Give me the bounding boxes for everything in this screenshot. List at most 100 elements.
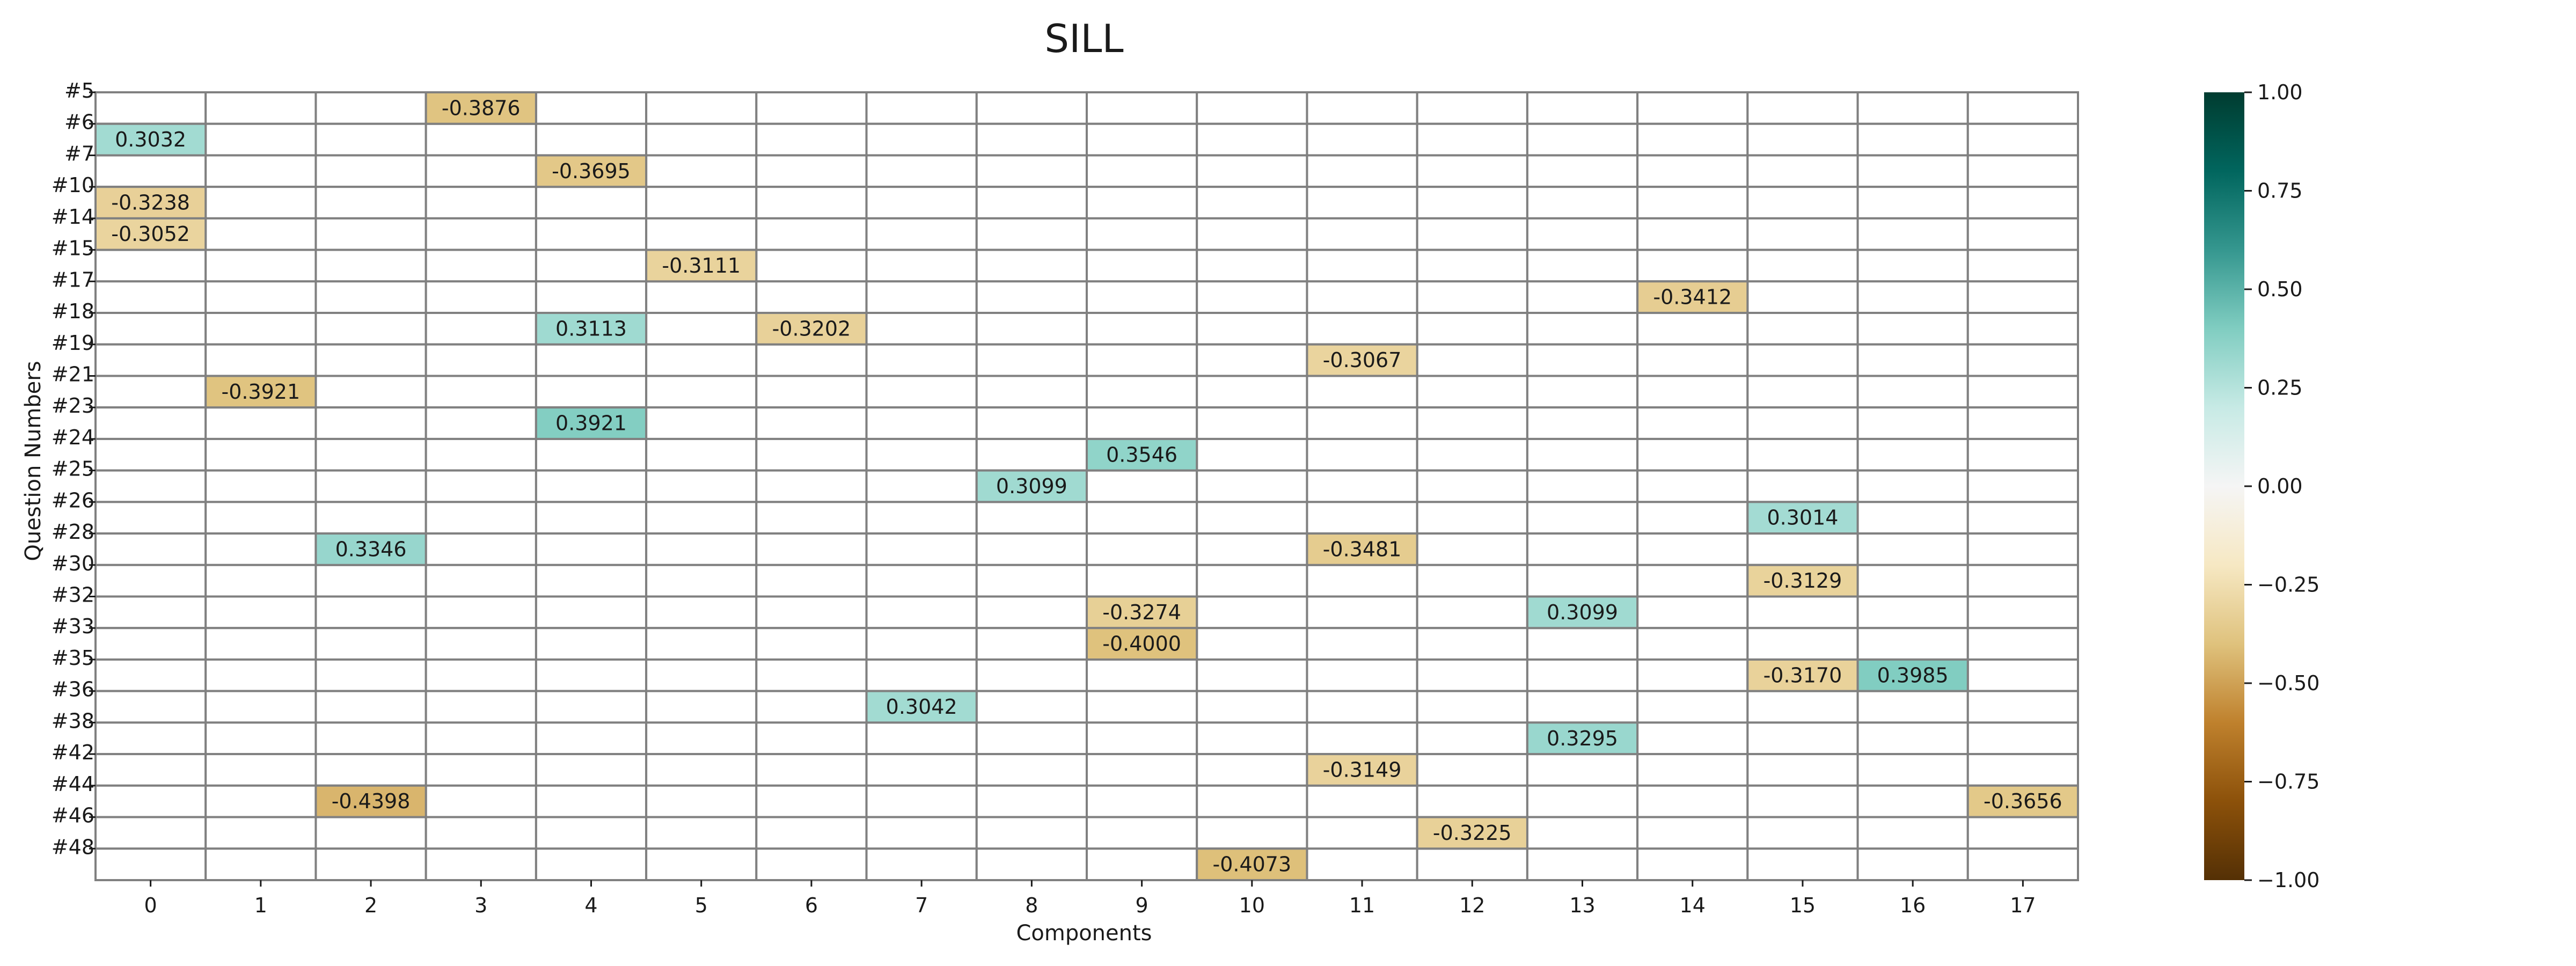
grid-cell bbox=[1306, 721, 1418, 756]
grid-cell bbox=[1416, 186, 1528, 219]
grid-cell bbox=[94, 154, 207, 188]
grid-cell bbox=[1746, 280, 1859, 314]
cell-value-label: -0.4398 bbox=[332, 789, 411, 813]
grid-cell bbox=[645, 595, 758, 630]
y-tick-label: #7 bbox=[64, 142, 94, 165]
grid-cell bbox=[314, 627, 427, 661]
grid-cell bbox=[535, 721, 648, 756]
grid-cell bbox=[1306, 501, 1418, 535]
heatmap-cell bbox=[1526, 721, 1639, 756]
grid-cell bbox=[1856, 343, 1969, 377]
grid-cell bbox=[1416, 437, 1528, 472]
grid-cell bbox=[1306, 248, 1418, 283]
grid-cell bbox=[865, 501, 978, 535]
grid-cell bbox=[1306, 816, 1418, 850]
grid-cell bbox=[535, 784, 648, 818]
grid-cell bbox=[1856, 595, 1969, 630]
grid-cell bbox=[865, 847, 978, 882]
colorbar-tick-label: 0.25 bbox=[2257, 376, 2303, 400]
grid-cell bbox=[645, 217, 758, 251]
grid-cell bbox=[1856, 784, 1969, 818]
grid-cell bbox=[535, 595, 648, 630]
grid-cell bbox=[204, 564, 317, 598]
grid-cell bbox=[1966, 721, 2080, 756]
grid-cell bbox=[1526, 217, 1639, 251]
cell-value-label: 0.3113 bbox=[555, 317, 627, 340]
heatmap-grid bbox=[94, 91, 2080, 882]
grid-cell bbox=[1746, 375, 1859, 409]
colorbar-tick-label: 1.00 bbox=[2257, 80, 2303, 104]
grid-cell bbox=[1966, 658, 2080, 692]
grid-cell bbox=[1746, 343, 1859, 377]
x-tick-label: 4 bbox=[584, 894, 597, 917]
grid-cell bbox=[204, 816, 317, 850]
x-tick-label: 16 bbox=[1900, 894, 1926, 917]
grid-cell bbox=[1856, 847, 1969, 882]
grid-cell bbox=[1746, 186, 1859, 219]
grid-cell bbox=[1306, 627, 1418, 661]
grid-cell bbox=[865, 186, 978, 219]
y-tick-label: #32 bbox=[52, 583, 94, 607]
grid-cell bbox=[975, 595, 1088, 630]
grid-cell bbox=[425, 375, 537, 409]
grid-cell bbox=[1746, 816, 1859, 850]
grid-cell bbox=[975, 217, 1088, 251]
cell-value-label: -0.3412 bbox=[1653, 286, 1732, 309]
x-tick-label: 7 bbox=[915, 894, 928, 917]
grid-cell bbox=[425, 343, 537, 377]
grid-cell bbox=[94, 627, 207, 661]
grid-cell bbox=[1086, 312, 1198, 346]
grid-cell bbox=[535, 532, 648, 566]
colorbar-tick-label: −0.25 bbox=[2257, 573, 2319, 597]
grid-cell bbox=[1086, 501, 1198, 535]
heatmap-cell bbox=[1966, 784, 2080, 818]
grid-cell bbox=[1306, 437, 1418, 472]
grid-cell bbox=[314, 721, 427, 756]
grid-cell bbox=[1856, 280, 1969, 314]
grid-cell bbox=[1746, 690, 1859, 724]
grid-cell bbox=[1416, 532, 1528, 566]
y-tick-label: #6 bbox=[64, 111, 94, 134]
heatmap-cell bbox=[1306, 532, 1418, 566]
grid-cell bbox=[1306, 658, 1418, 692]
grid-cell bbox=[755, 690, 868, 724]
grid-cell bbox=[1086, 122, 1198, 157]
grid-cell bbox=[1966, 217, 2080, 251]
grid-cell bbox=[425, 816, 537, 850]
grid-cell bbox=[1856, 122, 1969, 157]
grid-cell bbox=[755, 217, 868, 251]
grid-cell bbox=[1196, 627, 1308, 661]
grid-cell bbox=[1086, 469, 1198, 503]
grid-cell bbox=[1636, 91, 1749, 125]
grid-cell bbox=[975, 532, 1088, 566]
grid-cell bbox=[645, 122, 758, 157]
grid-cell bbox=[975, 658, 1088, 692]
cell-value-label: -0.3876 bbox=[442, 96, 521, 120]
grid-cell bbox=[204, 753, 317, 787]
y-tick-label: #15 bbox=[52, 237, 94, 260]
x-tick-label: 14 bbox=[1680, 894, 1706, 917]
grid-cell bbox=[1306, 406, 1418, 440]
grid-cell bbox=[314, 186, 427, 219]
grid-cell bbox=[1856, 469, 1969, 503]
grid-cell bbox=[1086, 564, 1198, 598]
cell-value-label: -0.3274 bbox=[1102, 601, 1181, 624]
grid-cell bbox=[1306, 217, 1418, 251]
grid-cell bbox=[1746, 217, 1859, 251]
grid-cell bbox=[94, 784, 207, 818]
grid-cell bbox=[1746, 406, 1859, 440]
grid-cell bbox=[975, 406, 1088, 440]
heatmap-cell bbox=[1856, 658, 1969, 692]
y-tick-label: #36 bbox=[52, 678, 94, 701]
grid-cell bbox=[1526, 690, 1639, 724]
grid-cell bbox=[1526, 816, 1639, 850]
grid-cell bbox=[1746, 753, 1859, 787]
grid-cell bbox=[975, 343, 1088, 377]
heatmap-cell bbox=[865, 690, 978, 724]
grid-cell bbox=[865, 248, 978, 283]
grid-cell bbox=[1636, 312, 1749, 346]
grid-cell bbox=[425, 595, 537, 630]
grid-cell bbox=[425, 437, 537, 472]
grid-cell bbox=[425, 753, 537, 787]
grid-cell bbox=[535, 469, 648, 503]
